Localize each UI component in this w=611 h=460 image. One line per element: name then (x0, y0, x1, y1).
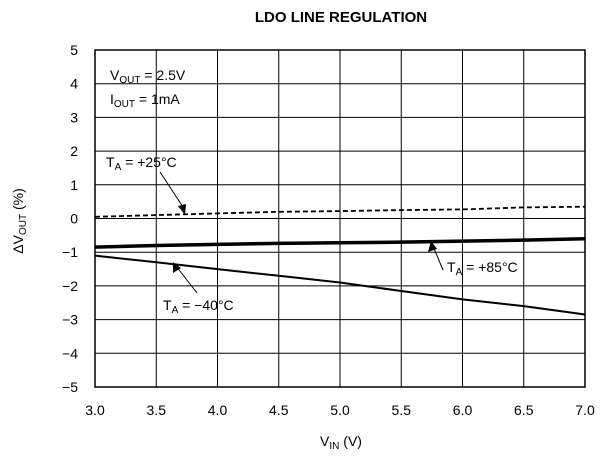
series-line-minus40c (94, 254, 586, 316)
y-tick-labels: 5 4 3 2 1 0 −1 −2 −3 −4 −5 (62, 42, 78, 395)
series-label-85c: TA = +85°C (447, 259, 518, 278)
chart-title: LDO LINE REGULATION (255, 9, 427, 26)
y-tick-label: −3 (62, 312, 78, 328)
vout-condition-label: VOUT = 2.5V (110, 67, 186, 86)
plot-frame (94, 49, 586, 388)
arrowhead-minus40c (173, 262, 181, 273)
y-axis-label: ΔVOUT (%) (10, 188, 29, 253)
y-tick-label: 2 (70, 143, 78, 159)
series-layer (94, 205, 586, 316)
y-tick-label: 5 (70, 42, 78, 58)
series-label-25c: TA = +25°C (106, 154, 177, 173)
series-label-minus40c: TA = −40°C (163, 297, 234, 316)
annotations-layer: VOUT = 2.5V IOUT = 1mA TA = +25°C TA = +85°… (106, 67, 518, 316)
series-line-85c (94, 236, 586, 249)
y-tick-label: −4 (62, 345, 78, 361)
plot-grid (95, 50, 585, 387)
arrowhead-25c (178, 204, 186, 215)
series-line-25c (94, 205, 586, 218)
x-tick-labels: 3.0 3.5 4.0 4.5 5.0 5.5 6.0 6.5 7.0 (85, 402, 595, 418)
x-tick-label: 7.0 (575, 402, 595, 418)
x-tick-label: 3.5 (147, 402, 167, 418)
y-tick-label: −5 (62, 379, 78, 395)
y-tick-label: 3 (70, 109, 78, 125)
x-tick-label: 3.0 (85, 402, 105, 418)
x-tick-label: 5.0 (330, 402, 350, 418)
x-tick-label: 4.0 (208, 402, 228, 418)
y-tick-label: −1 (62, 244, 78, 260)
x-tick-label: 4.5 (269, 402, 289, 418)
y-tick-label: 1 (70, 177, 78, 193)
leader-line-25c (159, 171, 186, 211)
y-tick-label: −2 (62, 278, 78, 294)
x-tick-label: 6.5 (514, 402, 534, 418)
leader-line-85c (432, 245, 444, 271)
y-tick-label: 0 (70, 211, 78, 227)
x-tick-label: 5.5 (392, 402, 412, 418)
x-tick-label: 6.0 (453, 402, 473, 418)
iout-condition-label: IOUT = 1mA (110, 91, 180, 110)
arrowhead-85c (428, 241, 437, 252)
leader-line-minus40c (175, 265, 198, 294)
y-tick-label: 4 (70, 76, 78, 92)
x-axis-label: VIN (V) (320, 433, 362, 452)
